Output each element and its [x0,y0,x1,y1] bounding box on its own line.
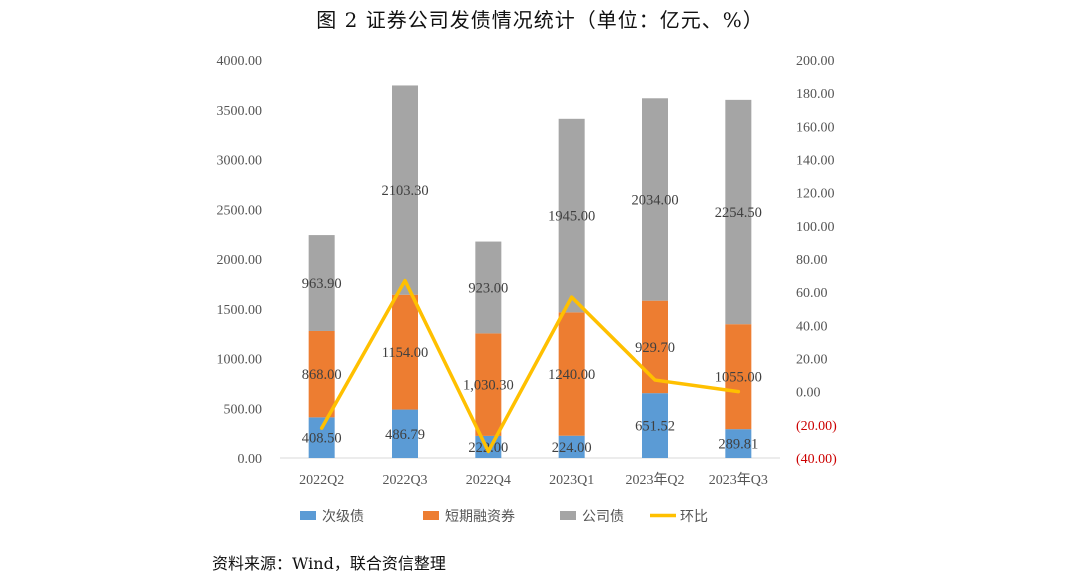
bar-segment [725,324,752,430]
right-tick-label: 140.00 [796,154,835,169]
right-tick-label: (40.00) [796,452,837,467]
legend-label: 环比 [680,509,708,525]
bar-data-label: 2254.50 [715,205,762,221]
left-tick-label: 0.00 [238,452,263,467]
left-tick-label: 3500.00 [217,104,263,119]
bar-segment [308,330,335,418]
source-note: 资料来源：Wind，联合资信整理 [212,554,446,573]
legend-label: 公司债 [582,509,624,525]
left-tick-label: 2000.00 [217,253,263,268]
right-tick-label: 60.00 [796,286,828,301]
right-tick-label: (20.00) [796,419,837,434]
bar-data-labels: 408.50 868.00 963.90 486.79 1154.00 2103.30 22… [302,183,762,456]
right-tick-label: 20.00 [796,353,828,368]
bar-data-label: 2103.30 [381,183,428,199]
bar-data-label: 651.52 [635,419,675,435]
category-label: 2022Q4 [466,473,511,488]
qoq-point [736,390,740,394]
bar-segment [558,118,585,313]
bar-data-label: 868.00 [302,367,342,383]
bar-data-label: 1055.00 [715,370,762,386]
bar-data-label: 1945.00 [548,209,595,225]
bar-segment [642,393,668,458]
bar-data-label: 963.90 [302,276,342,292]
qoq-point [403,279,407,283]
bar-segment [475,241,502,334]
qoq-point [486,449,490,453]
right-tick-label: 40.00 [796,319,828,334]
legend-swatch [560,511,576,520]
right-axis-ticks: (40.00) (20.00) 0.00 20.00 40.00 60.00 80.00 10… [796,54,837,467]
bar-segment [725,99,752,325]
bar-segment [558,312,585,436]
category-label: 2022Q2 [299,473,344,488]
legend-label: 次级债 [322,509,364,525]
bar-data-label: 1,030.30 [463,378,514,394]
bar-segment [475,333,502,436]
category-label: 2022Q3 [382,473,427,488]
category-labels: 2022Q2 2022Q3 2022Q4 2023Q1 2023年Q2 2023年Q3 [299,472,768,488]
category-label: 2023年Q2 [625,472,684,488]
bar-segment [392,294,418,410]
legend-swatch [423,511,439,520]
bar-segment [725,429,752,458]
bar-data-label: 486.79 [385,427,425,443]
qoq-line-layer [319,278,741,454]
bar-segment [642,98,668,301]
left-tick-label: 2500.00 [217,203,263,218]
right-tick-label: 120.00 [796,187,835,202]
bar-data-label: 2034.00 [631,192,678,208]
left-tick-label: 1000.00 [217,353,263,368]
legend: 次级债 短期融资券 公司债 环比 [300,509,708,525]
bar-data-label: 1154.00 [382,345,429,361]
right-tick-label: 200.00 [796,54,835,69]
bar-data-label: 224.00 [552,440,592,456]
bar-data-label: 923.00 [468,280,508,296]
left-tick-label: 1500.00 [217,303,263,318]
right-tick-label: 180.00 [796,87,835,102]
bar-segment [308,417,335,458]
left-tick-label: 3000.00 [217,154,263,169]
qoq-point [570,295,574,299]
bar-data-label: 929.70 [635,340,675,356]
qoq-point [320,426,324,430]
right-tick-label: 100.00 [796,220,835,235]
bar-segment [558,435,585,458]
bar-data-label: 289.81 [718,437,758,453]
category-label: 2023Q1 [549,473,594,488]
qoq-line [319,278,741,454]
left-axis-ticks: 0.00 500.00 1000.00 1500.00 2000.00 2500.00 30… [217,54,263,467]
bar-segment [308,235,335,331]
left-tick-label: 4000.00 [217,54,263,69]
chart-title: 图 2 证券公司发债情况统计（单位：亿元、%） [316,8,764,32]
category-label: 2023年Q3 [709,472,768,488]
bars [308,85,752,458]
right-tick-label: 80.00 [796,253,828,268]
right-tick-label: 0.00 [796,386,821,401]
bar-data-label: 408.50 [302,431,342,447]
legend-swatch [300,511,316,520]
legend-label: 短期融资券 [445,509,515,525]
bar-segment [392,409,418,458]
bar-segment [392,85,418,295]
left-tick-label: 500.00 [224,402,263,417]
bar-data-label: 1240.00 [548,367,595,383]
right-tick-label: 160.00 [796,120,835,135]
qoq-point [653,378,657,382]
